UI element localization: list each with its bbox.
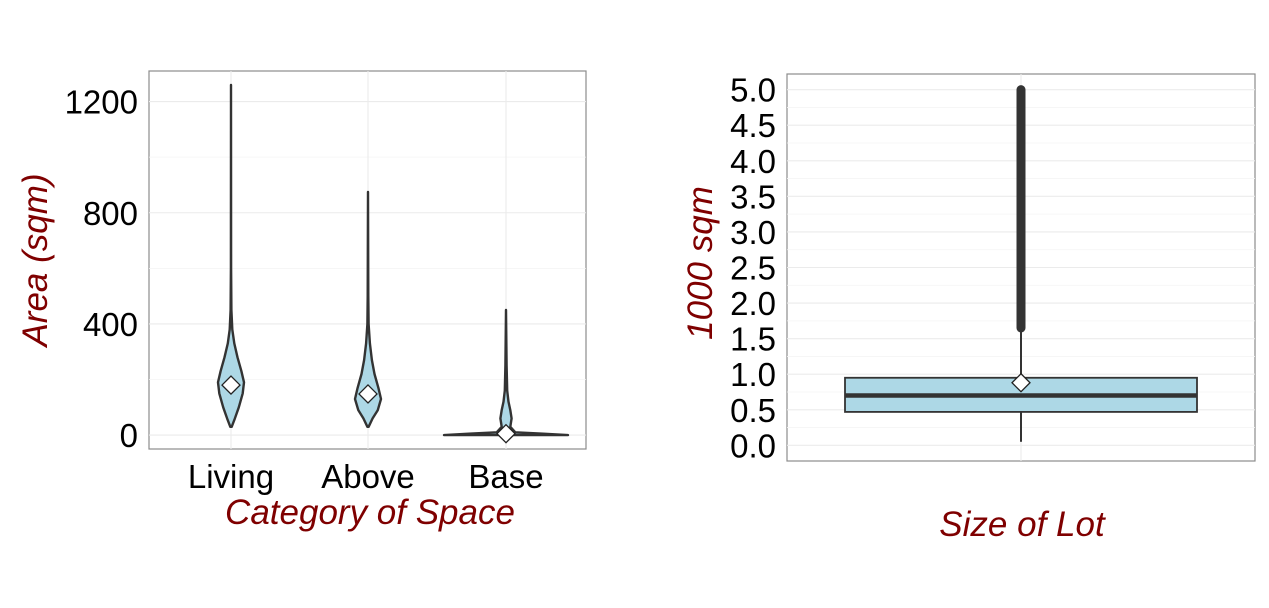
box-chart: 0.00.51.01.52.02.53.03.54.04.55.0 Size o… (681, 72, 1256, 544)
box-y-tick-labels: 0.00.51.01.52.02.53.03.54.04.55.0 (730, 72, 776, 465)
violins (216, 83, 570, 444)
box-y-tick-3-5: 3.5 (730, 178, 776, 215)
violin-mean-above (358, 384, 378, 404)
box-y-tick-3-0: 3.0 (730, 214, 776, 251)
box-x-axis-title: Size of Lot (939, 505, 1106, 544)
box-y-axis-title: 1000 sqm (681, 186, 720, 340)
violin-x-tick-living: Living (188, 458, 274, 495)
box-gridlines (787, 74, 1255, 461)
box-y-tick-0-0: 0.0 (730, 427, 776, 464)
box-y-tick-1-5: 1.5 (730, 321, 776, 358)
box-marks (844, 85, 1198, 442)
violin-y-tick-800: 800 (83, 195, 138, 232)
box-y-tick-1-0: 1.0 (730, 356, 776, 393)
violin-y-tick-400: 400 (83, 306, 138, 343)
violin-y-tick-labels: 0 400 800 1200 (65, 84, 138, 455)
box-y-tick-5-0: 5.0 (730, 72, 776, 109)
violin-living (216, 83, 246, 428)
box-y-tick-0-5: 0.5 (730, 392, 776, 429)
violin-above (353, 190, 383, 428)
box-y-tick-4-5: 4.5 (730, 107, 776, 144)
box-y-tick-4-0: 4.0 (730, 143, 776, 180)
violin-mean-base (496, 423, 516, 444)
violin-x-tick-labels: Living Above Base (188, 458, 544, 495)
violin-y-tick-1200: 1200 (65, 84, 138, 121)
box-y-tick-2-0: 2.0 (730, 285, 776, 322)
box-mean (1011, 372, 1031, 393)
violin-y-tick-0: 0 (120, 417, 138, 454)
box-y-tick-2-5: 2.5 (730, 250, 776, 287)
violin-y-axis-title: Area (sqm) (16, 173, 55, 348)
violin-chart: 0 400 800 1200 Living Above Base Category of … (16, 70, 587, 532)
violin-x-axis-title: Category of Space (225, 493, 515, 532)
violin-base (442, 308, 570, 437)
violin-x-tick-base: Base (468, 458, 543, 495)
violin-x-tick-above: Above (321, 458, 415, 495)
violin-mean-living (221, 375, 241, 395)
